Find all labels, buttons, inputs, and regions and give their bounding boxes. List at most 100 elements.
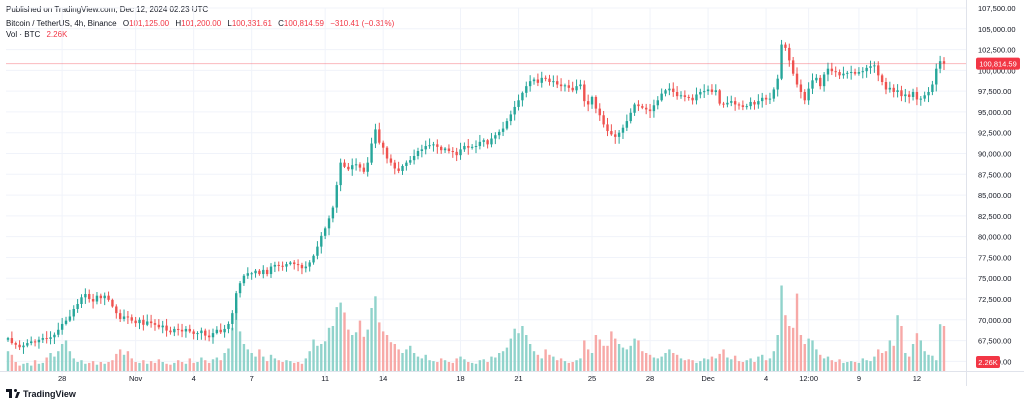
time-tick-label: 12:00 (799, 374, 818, 383)
candle-body (219, 329, 222, 333)
ohlc-low-label: L (227, 19, 232, 28)
volume-bar (656, 358, 659, 371)
candle-body (316, 246, 319, 256)
candle-body (857, 72, 861, 74)
volume-bar (873, 356, 876, 371)
candle-body (602, 115, 605, 125)
candle-body (826, 68, 830, 75)
candle-body (486, 140, 489, 145)
candle-body (72, 308, 75, 317)
volume-bar (196, 362, 199, 371)
candle-body (741, 105, 745, 107)
candle-body (935, 68, 938, 85)
volume-bar (211, 359, 215, 371)
candle-body (308, 262, 311, 267)
candle-body (327, 218, 331, 229)
volume-bar (389, 342, 393, 371)
volume-bar (822, 358, 826, 371)
candle-body (505, 121, 509, 129)
candle-body (161, 325, 164, 328)
candle-body (695, 94, 698, 101)
candle-body (652, 105, 656, 112)
candle-body (726, 102, 729, 105)
volume-bar (482, 359, 485, 371)
candle-body (130, 317, 133, 321)
volume-bar (362, 336, 366, 371)
volume-bar (726, 357, 729, 371)
volume-bar (401, 353, 404, 371)
time-tick-label: 21 (514, 374, 522, 383)
candle-body (41, 338, 45, 340)
candle-body (865, 67, 868, 72)
volume-bar (420, 358, 424, 371)
volume-bar (416, 356, 420, 371)
candle-body (99, 295, 103, 299)
volume-bar (378, 322, 381, 371)
volume-bar (161, 362, 164, 371)
candle-body (586, 101, 590, 105)
candle-body (714, 90, 718, 92)
candle-body (459, 149, 462, 156)
volume-bar (385, 335, 389, 371)
candle-body (354, 164, 358, 166)
volume-bar (374, 296, 377, 371)
price-tick-label: 95,000.00 (978, 108, 1011, 117)
candle-body (374, 129, 377, 144)
candle-body (880, 75, 884, 82)
price-tick-label: 80,000.00 (978, 233, 1011, 242)
candle-body (718, 90, 721, 104)
volume-bar (722, 349, 725, 371)
candle-body (37, 339, 41, 343)
candle-body (482, 140, 485, 142)
volume-bar (451, 362, 454, 371)
volume-bar (559, 358, 563, 371)
volume-bar (41, 362, 45, 371)
candle-body (687, 96, 690, 98)
volume-bar (532, 351, 536, 371)
volume-bar (853, 362, 857, 371)
candle-body (157, 324, 161, 328)
volume-bar (505, 347, 509, 371)
volume-bar (250, 353, 253, 371)
volume-bar (598, 339, 601, 371)
volume-bar (749, 358, 752, 371)
volume-bar (907, 356, 911, 371)
candle-body (14, 343, 17, 345)
candle-body (525, 86, 528, 93)
price-tick-label: 82,500.00 (978, 212, 1011, 221)
candle-body (668, 88, 671, 91)
candle-body (853, 72, 857, 74)
candle-body (84, 294, 87, 298)
volume-bar (277, 360, 280, 371)
candle-body (927, 91, 930, 96)
candle-body (942, 61, 946, 64)
volume-bar (923, 351, 926, 371)
volume-bar (72, 358, 75, 371)
candle-body (540, 77, 543, 83)
volume-bar (896, 315, 899, 371)
candle-body (761, 97, 764, 102)
candle-body (358, 164, 362, 168)
candle-body (204, 330, 207, 336)
candle-body (594, 96, 598, 109)
candle-body (517, 100, 520, 107)
candle-body (455, 151, 458, 156)
candle-body (791, 60, 795, 74)
volume-bar (26, 362, 29, 371)
volume-bar (60, 344, 64, 371)
volume-bars (6, 285, 946, 371)
candle-body (304, 266, 308, 269)
price-axis[interactable]: 65,000.0067,500.0070,000.0072,500.0075,0… (966, 0, 1016, 386)
volume-bar (614, 338, 617, 371)
candle-body (80, 297, 83, 304)
candle-body (347, 166, 350, 170)
volume-bar (84, 363, 87, 371)
price-tick-label: 87,500.00 (978, 170, 1011, 179)
volume-bar (884, 351, 888, 371)
time-axis[interactable]: 28 Nov 4 7 11 14 18 21 25 28 Dec 4 12:00 9 12 (0, 371, 1024, 384)
candle-body (641, 106, 644, 108)
volume-bar (757, 356, 760, 371)
tradingview-logo[interactable]: TradingView (6, 389, 76, 399)
candle-body (563, 85, 567, 87)
